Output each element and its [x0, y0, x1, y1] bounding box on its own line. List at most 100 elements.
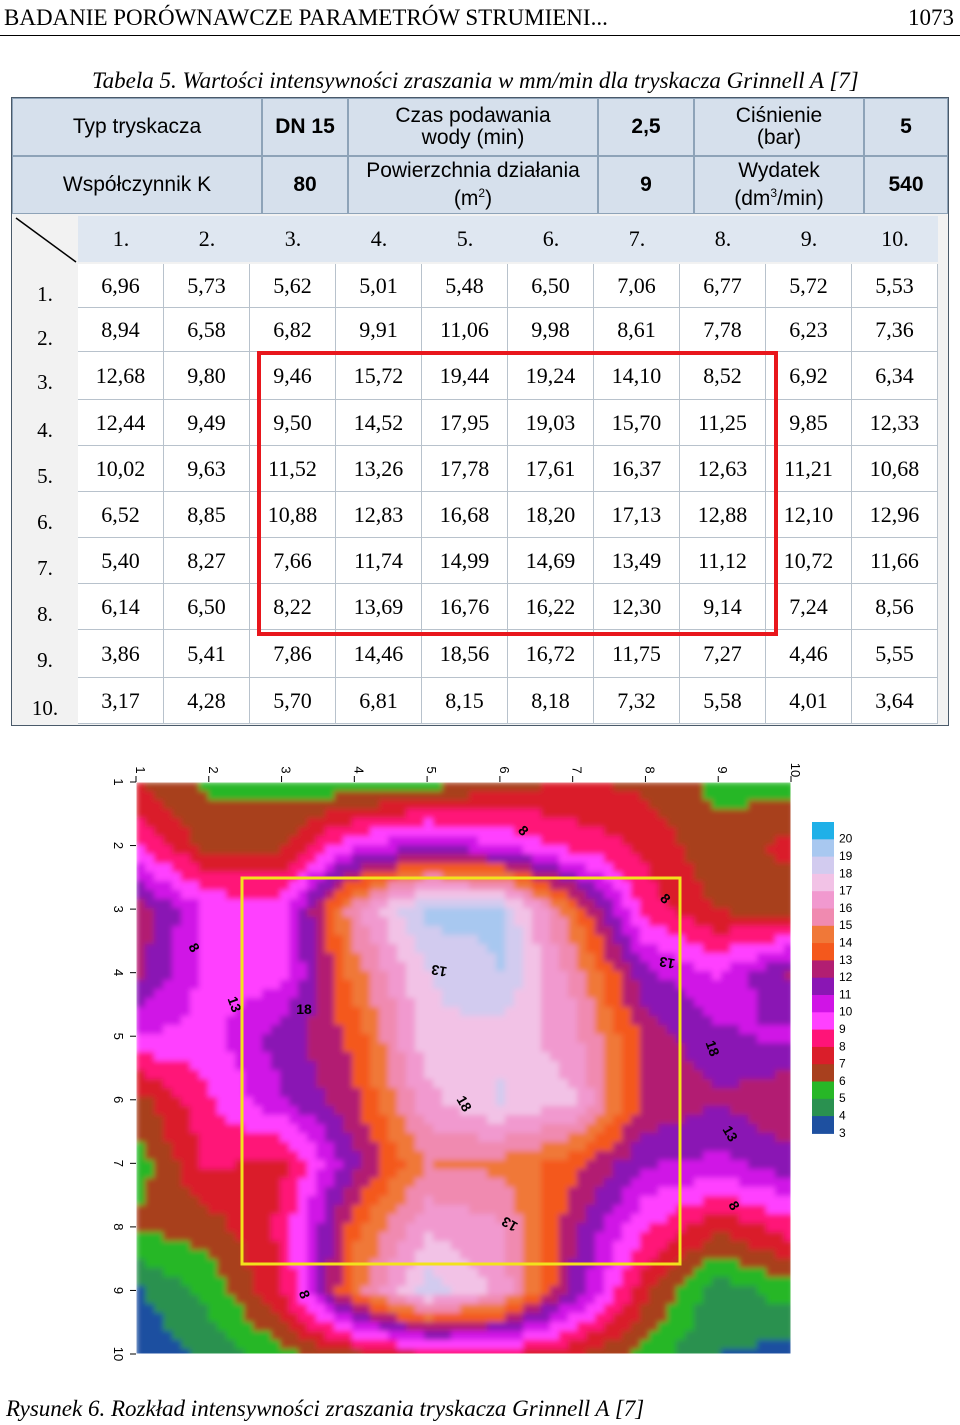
heat-cell [523, 809, 533, 819]
heat-cell [505, 800, 515, 810]
heat-cell [523, 1115, 533, 1125]
heat-cell [496, 1331, 506, 1341]
heat-cell [361, 827, 371, 837]
heat-cell [217, 1106, 227, 1116]
heat-cell [766, 926, 776, 936]
heat-cell [766, 953, 776, 963]
heat-cell [136, 863, 146, 873]
heat-cell [424, 1088, 434, 1098]
heat-cell [451, 800, 461, 810]
heat-cell [550, 863, 560, 873]
heat-cell [649, 1034, 659, 1044]
heat-cell [757, 1232, 767, 1242]
heat-cell [361, 1313, 371, 1323]
heat-cell [739, 1043, 749, 1053]
heat-cell [604, 1295, 614, 1305]
heat-cell [271, 1034, 281, 1044]
heat-cell [397, 1061, 407, 1071]
heat-cell [478, 827, 488, 837]
heat-cell [163, 818, 173, 828]
powierzchnia-label: Powierzchnia działania (m2) [348, 156, 598, 214]
heat-cell [748, 845, 758, 855]
heat-cell [451, 1160, 461, 1170]
heat-cell [487, 971, 497, 981]
heat-cell [505, 782, 515, 792]
heat-cell [253, 1187, 263, 1197]
heat-cell [271, 1268, 281, 1278]
heat-cell [217, 980, 227, 990]
heat-cell [280, 1169, 290, 1179]
heat-cell [514, 989, 524, 999]
heat-cell [604, 1025, 614, 1035]
heat-cell [604, 1286, 614, 1296]
heat-cell [613, 1205, 623, 1215]
heat-cell [253, 1277, 263, 1287]
table-cell: 17,78 [422, 446, 508, 492]
heat-cell [730, 782, 740, 792]
heat-cell [199, 1115, 209, 1125]
legend-label: 8 [839, 1039, 846, 1053]
heat-cell [721, 1151, 731, 1161]
heat-cell [325, 1052, 335, 1062]
heat-cell [370, 827, 380, 837]
heat-cell [523, 944, 533, 954]
heat-cell [469, 1196, 479, 1206]
heat-cell [451, 1034, 461, 1044]
heat-cell [217, 1088, 227, 1098]
heat-cell [496, 1232, 506, 1242]
heat-cell [487, 989, 497, 999]
heat-cell [307, 1178, 317, 1188]
heat-cell [550, 908, 560, 918]
heat-cell [136, 1268, 146, 1278]
heat-cell [505, 917, 515, 927]
heat-cell [685, 1178, 695, 1188]
heat-cell [739, 1034, 749, 1044]
heat-cell [649, 890, 659, 900]
heat-cell [712, 872, 722, 882]
heat-cell [289, 1142, 299, 1152]
heat-cell [694, 980, 704, 990]
heat-cell [658, 1061, 668, 1071]
heat-cell [568, 1178, 578, 1188]
heat-cell [667, 1214, 677, 1224]
heat-cell [613, 1034, 623, 1044]
heat-cell [694, 1133, 704, 1143]
heat-cell [550, 1142, 560, 1152]
heat-cell [361, 1061, 371, 1071]
heat-cell [370, 881, 380, 891]
heat-cell [559, 1133, 569, 1143]
heat-cell [694, 899, 704, 909]
heat-cell [343, 1178, 353, 1188]
heat-cell [334, 1268, 344, 1278]
heat-cell [703, 899, 713, 909]
heat-cell [622, 818, 632, 828]
heat-cell [595, 1277, 605, 1287]
heat-cell [424, 1250, 434, 1260]
heat-cell [136, 1133, 146, 1143]
heat-cell [775, 1142, 785, 1152]
heat-cell [541, 1286, 551, 1296]
heat-cell [406, 908, 416, 918]
heat-cell [541, 1313, 551, 1323]
heat-cell [514, 1007, 524, 1017]
heat-cell [352, 1214, 362, 1224]
legend-swatch [812, 891, 834, 909]
heat-cell [235, 1133, 245, 1143]
heat-cell [550, 1097, 560, 1107]
heat-cell [397, 1160, 407, 1170]
heat-cell [397, 1079, 407, 1089]
heat-cell [523, 1196, 533, 1206]
heat-cell [325, 953, 335, 963]
heat-cell [595, 1304, 605, 1314]
heat-cell [451, 908, 461, 918]
heat-cell [352, 1169, 362, 1179]
heat-cell [424, 1214, 434, 1224]
heat-cell [379, 791, 389, 801]
heat-cell [424, 845, 434, 855]
heat-cell [433, 1052, 443, 1062]
heat-cell [487, 1232, 497, 1242]
heat-cell [631, 836, 641, 846]
heat-cell [667, 1304, 677, 1314]
heat-cell [235, 989, 245, 999]
heat-cell [703, 926, 713, 936]
